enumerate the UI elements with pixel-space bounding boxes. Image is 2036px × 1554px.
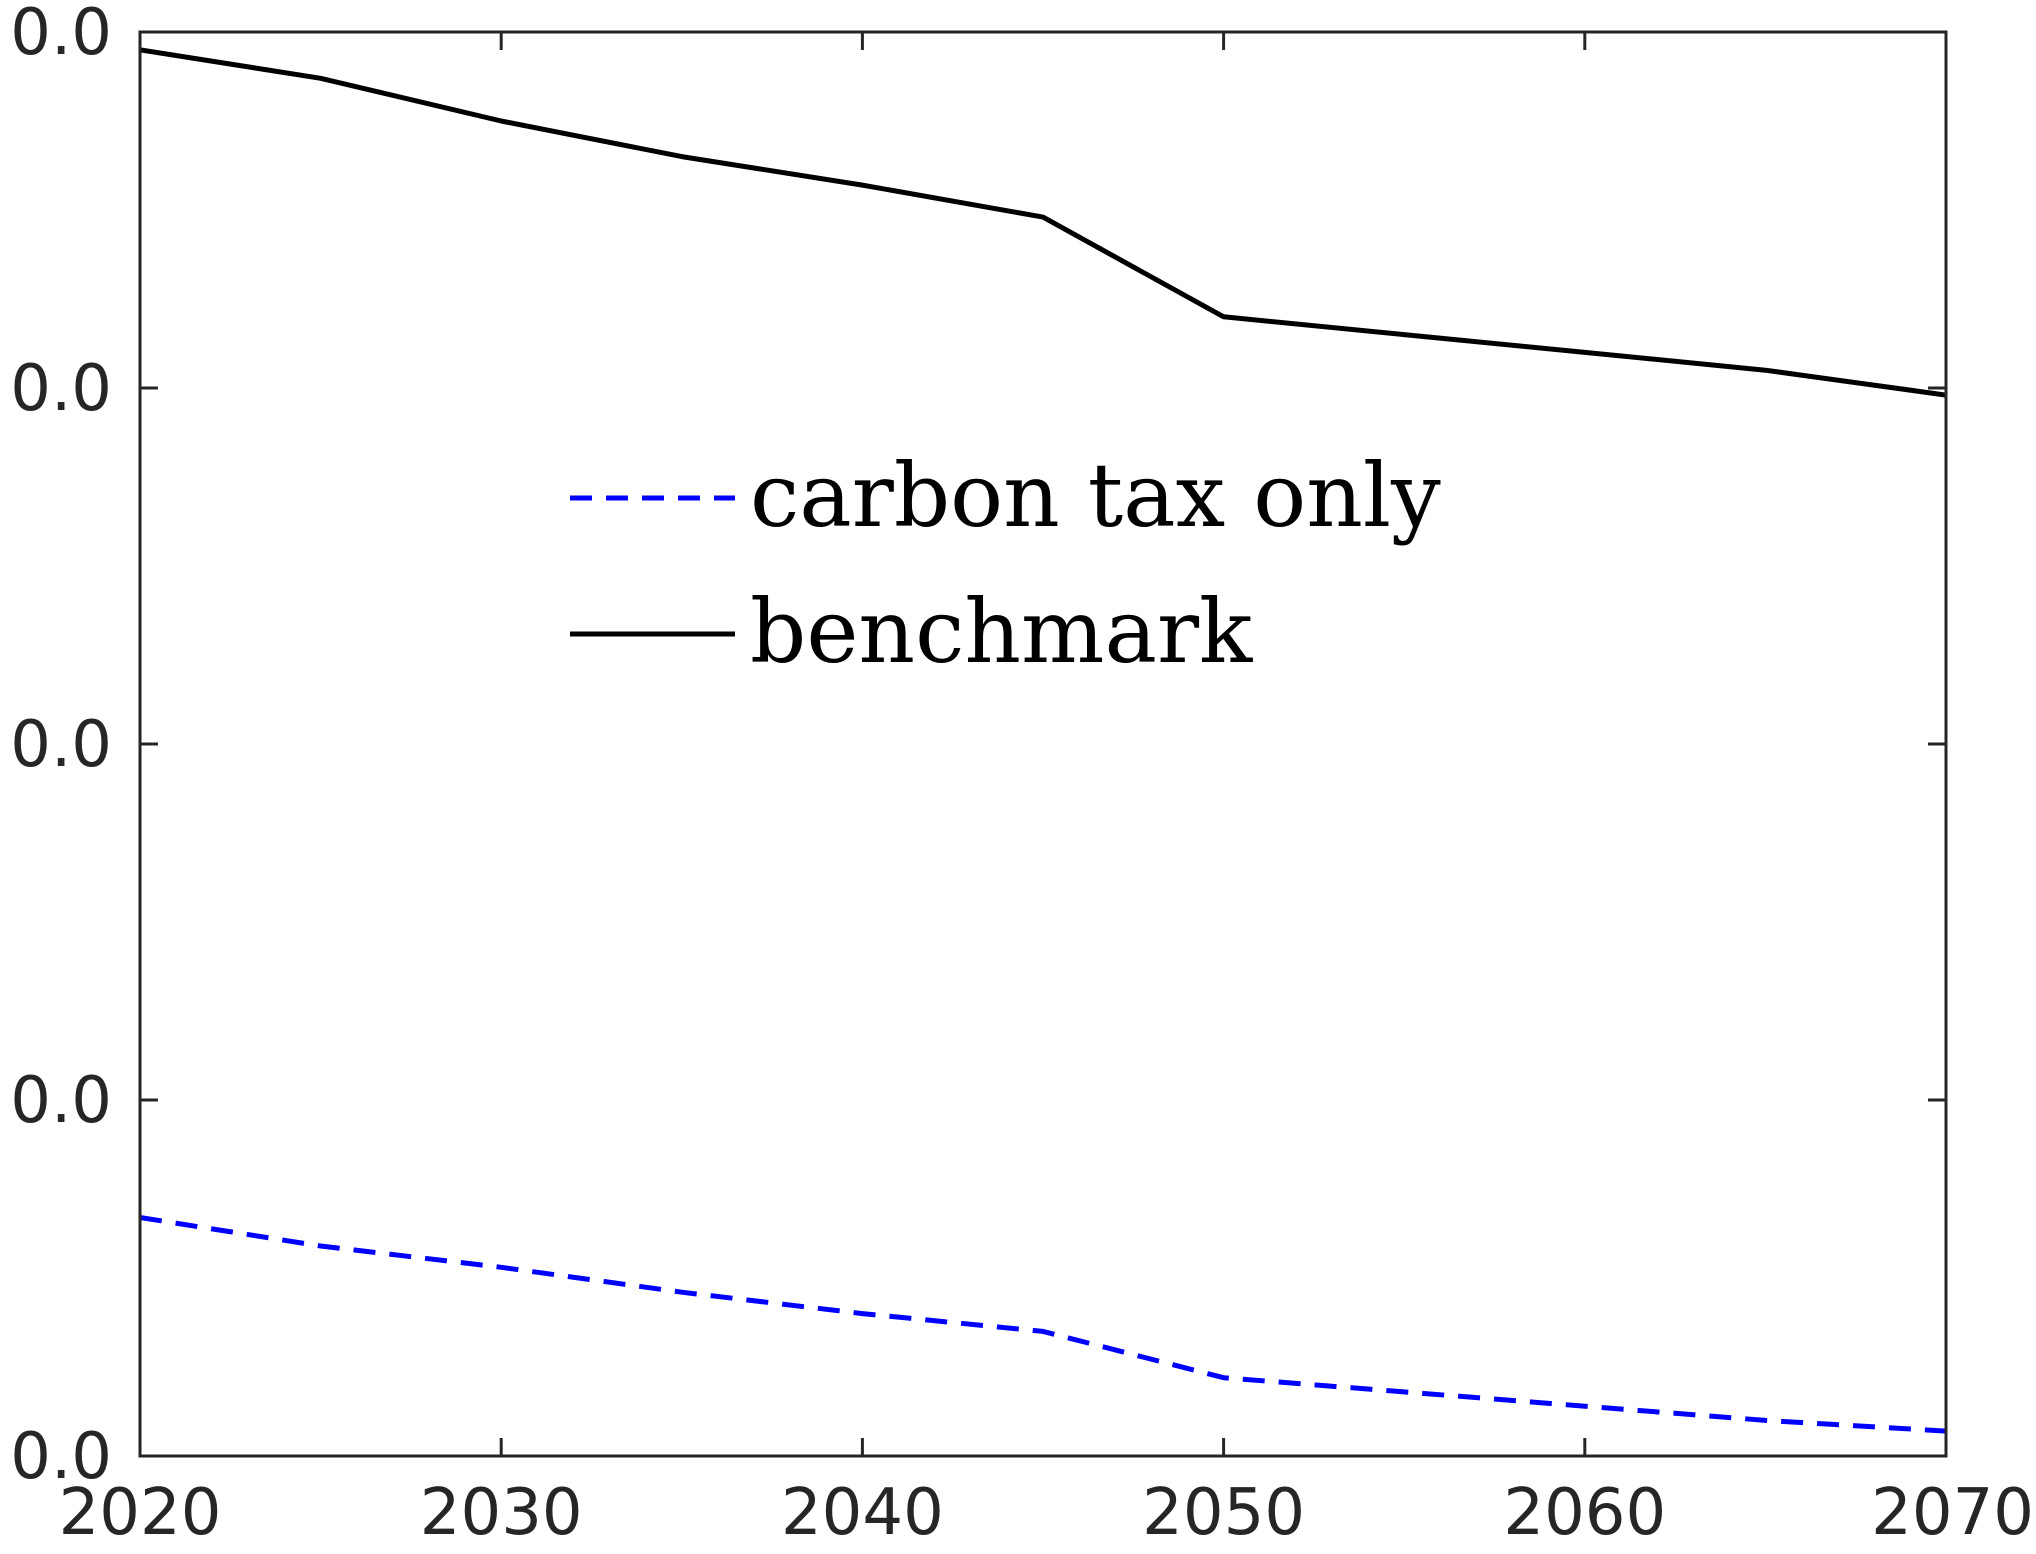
x-tick-label: 2070 (1871, 1476, 2034, 1550)
x-tick-label: 2030 (420, 1476, 583, 1550)
x-tick-label: 2040 (781, 1476, 944, 1550)
axis-tick-labels: 2020 2030 2040 2050 2060 2070 0.0 0.0 0.0 0.0 0.0 (10, 0, 2034, 1550)
y-tick-label: 0.0 (10, 708, 112, 782)
x-tick-label: 2020 (59, 1476, 222, 1550)
series-lines (140, 47, 1946, 1434)
y-tick-label: 0.0 (10, 0, 112, 70)
legend-label-benchmark: benchmark (750, 580, 1253, 683)
x-tick-label: 2060 (1503, 1476, 1666, 1550)
series-line-benchmark (140, 47, 1946, 398)
y-tick-label: 0.0 (10, 1064, 112, 1138)
y-tick-label: 0.0 (10, 352, 112, 426)
plot-frame (138, 30, 1948, 1458)
legend-label-carbon-tax-only: carbon tax only (750, 444, 1441, 547)
x-tick-label: 2050 (1142, 1476, 1305, 1550)
y-tick-label: 0.0 (10, 1420, 112, 1494)
series-line-carbon-tax-only (140, 1215, 1946, 1434)
legend: carbon tax only benchmark (570, 444, 1441, 683)
axis-ticks (138, 30, 1948, 1458)
